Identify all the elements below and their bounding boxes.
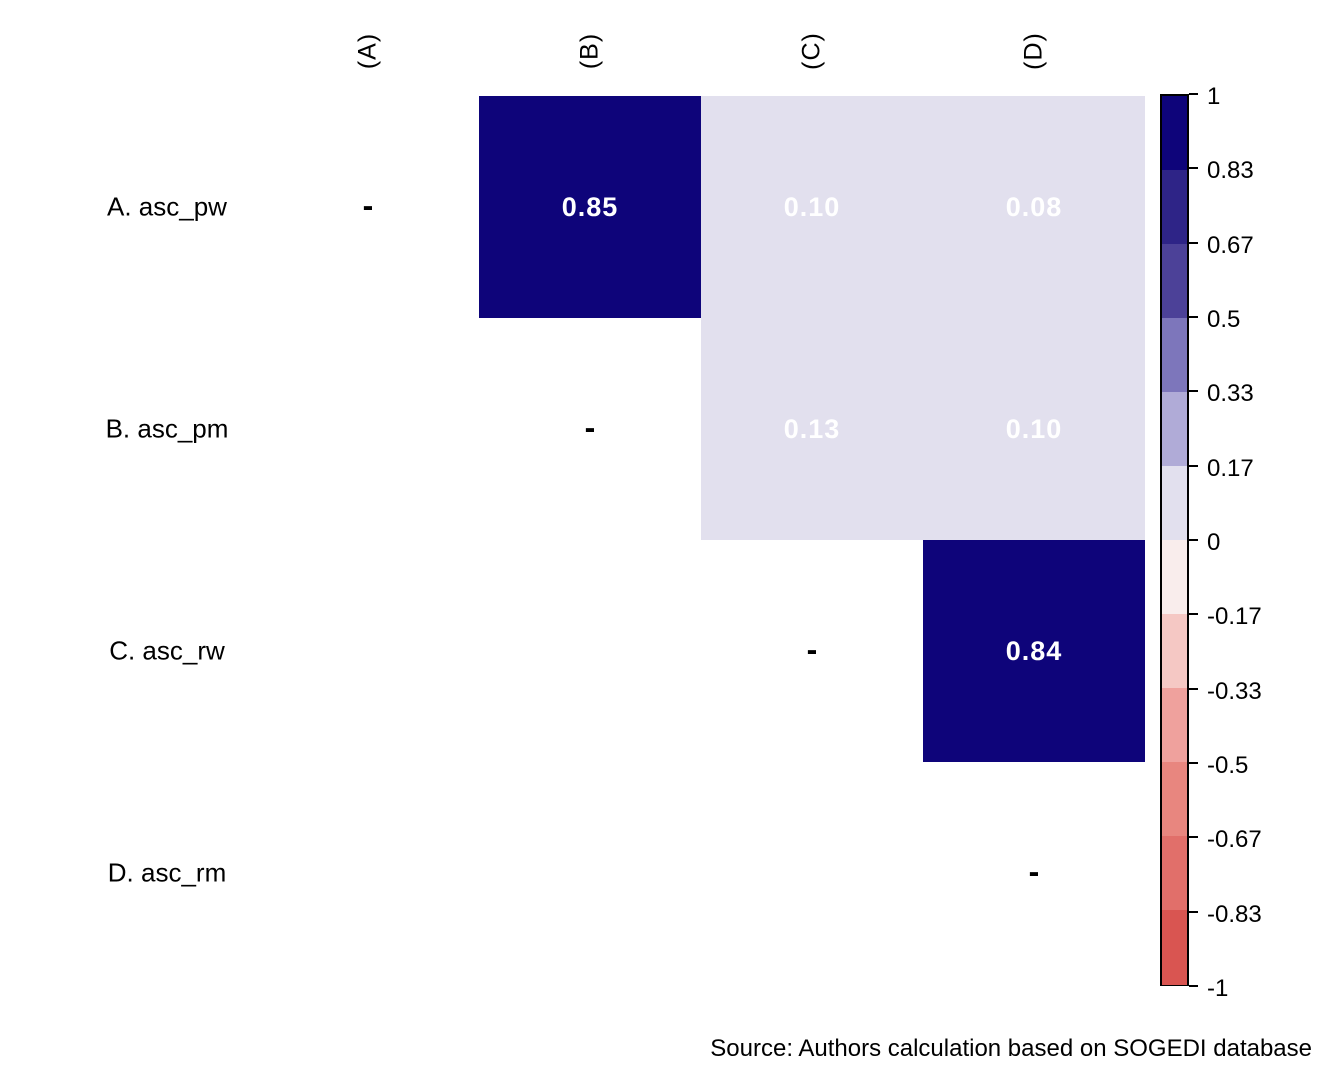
column-label-D: (D) [1019, 32, 1048, 70]
row-label-C: C. asc_rw [109, 635, 225, 666]
heatmap-cell-BC: 0.13 [701, 318, 923, 540]
heatmap-cell-BD: 0.10 [923, 318, 1145, 540]
colorbar-tick [1189, 687, 1198, 690]
colorbar-tick-label: -0.83 [1207, 900, 1262, 928]
colorbar-tick-label: 0.17 [1207, 454, 1254, 482]
heatmap-cell-AD: 0.08 [923, 96, 1145, 318]
colorbar-tick-label: 0.67 [1207, 231, 1254, 259]
diagonal-marker-A: - [362, 187, 374, 224]
colorbar-tick-label: 0.5 [1207, 306, 1241, 333]
source-note: Source: Authors calculation based on SOG… [710, 1035, 1312, 1062]
heatmap-cell-AC: 0.10 [701, 96, 923, 318]
colorbar-tick [1189, 613, 1198, 616]
colorbar-tick [1189, 464, 1198, 467]
colorbar-tick-label: -1 [1207, 975, 1229, 1002]
diagonal-marker-B: - [584, 409, 596, 446]
colorbar-tick-label: 0 [1207, 529, 1221, 556]
colorbar-tick-label: -0.33 [1207, 677, 1262, 705]
colorbar-tick [1189, 985, 1198, 987]
column-label-A: (A) [353, 32, 382, 70]
colorbar-tick [1189, 836, 1198, 839]
colorbar-tick-label: 0.83 [1207, 157, 1254, 185]
colorbar-tick-label: -0.5 [1207, 752, 1249, 779]
colorbar-segment [1162, 910, 1187, 985]
cell-value: 0.13 [783, 413, 841, 444]
colorbar-segment [1162, 540, 1187, 615]
colorbar-tick [1189, 241, 1198, 244]
column-label-C: (C) [797, 32, 826, 70]
colorbar-segment [1162, 392, 1187, 467]
colorbar-tick [1189, 316, 1198, 318]
colorbar-tick [1189, 539, 1198, 541]
cell-value: 0.10 [1005, 413, 1063, 444]
colorbar-gradient [1160, 94, 1189, 986]
colorbar-segment [1162, 614, 1187, 689]
colorbar-segment [1162, 762, 1187, 837]
colorbar-tick [1189, 910, 1198, 913]
heatmap-cell-CD: 0.84 [923, 540, 1145, 762]
colorbar-tick [1189, 93, 1198, 95]
row-label-B: B. asc_pm [105, 413, 229, 444]
colorbar-segment [1162, 318, 1187, 393]
colorbar-tick [1189, 762, 1198, 764]
cell-value: 0.10 [783, 191, 841, 222]
colorbar-tick-label: -0.67 [1207, 826, 1262, 854]
cell-value: 0.85 [561, 191, 619, 222]
cell-value: 0.08 [1005, 191, 1063, 222]
colorbar-segment [1162, 96, 1187, 171]
colorbar-tick [1189, 390, 1198, 393]
heatmap-cell-AB: 0.85 [479, 96, 701, 318]
colorbar-segment [1162, 466, 1187, 541]
colorbar-segment [1162, 244, 1187, 319]
colorbar-tick [1189, 167, 1198, 170]
row-label-D: D. asc_rm [107, 857, 227, 888]
row-label-A: A. asc_pw [107, 191, 227, 222]
column-label-B: (B) [575, 32, 604, 70]
colorbar-segment [1162, 836, 1187, 911]
colorbar-segment [1162, 170, 1187, 245]
colorbar-tick-label: 0.33 [1207, 380, 1254, 408]
cell-value: 0.84 [1005, 635, 1063, 666]
colorbar-tick-label: 1 [1207, 83, 1221, 110]
colorbar-tick-label: -0.17 [1207, 603, 1262, 631]
diagonal-marker-C: - [806, 631, 818, 668]
diagonal-marker-D: - [1028, 853, 1040, 890]
colorbar-segment [1162, 688, 1187, 763]
